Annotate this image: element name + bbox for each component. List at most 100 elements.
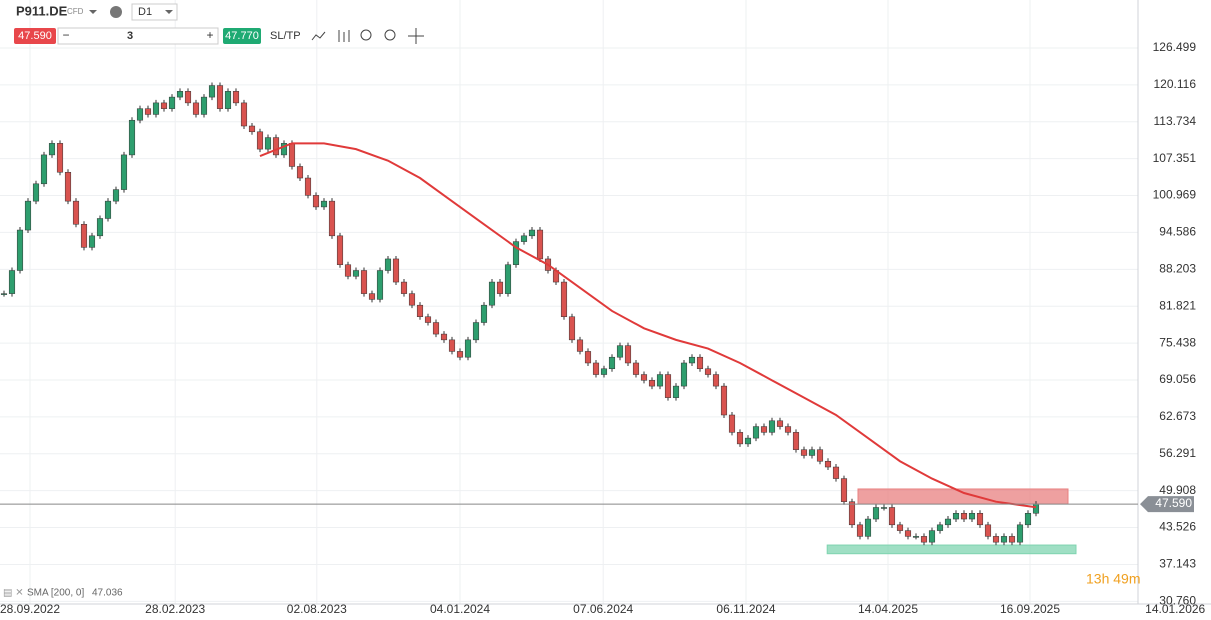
candle bbox=[408, 293, 416, 306]
candle-tool[interactable] bbox=[338, 30, 350, 42]
candle bbox=[696, 356, 704, 370]
line-tool[interactable] bbox=[311, 31, 326, 41]
candle bbox=[984, 524, 992, 537]
x-tick-label: 28.09.2022 bbox=[0, 602, 60, 616]
candle bbox=[480, 304, 488, 323]
candle bbox=[392, 258, 400, 283]
candle bbox=[864, 518, 872, 537]
bid[interactable]: 47.590 bbox=[18, 30, 52, 42]
x-tick-label: 28.02.2023 bbox=[145, 602, 205, 616]
candle bbox=[952, 513, 960, 520]
zoom-in[interactable] bbox=[384, 29, 396, 41]
minus[interactable]: − bbox=[62, 28, 69, 42]
candle bbox=[64, 171, 72, 202]
candle bbox=[768, 420, 776, 433]
candle bbox=[104, 200, 112, 219]
candle bbox=[72, 200, 80, 225]
y-tick-label: 81.821 bbox=[1159, 298, 1196, 312]
instrument: CFD bbox=[67, 7, 84, 16]
zoom-out[interactable] bbox=[360, 29, 372, 41]
candle bbox=[512, 241, 520, 265]
candle bbox=[808, 449, 816, 456]
plot bbox=[0, 82, 1077, 555]
sltp[interactable]: SL/TP bbox=[270, 30, 301, 42]
candle bbox=[280, 143, 288, 156]
candle bbox=[576, 339, 584, 352]
candle bbox=[384, 258, 392, 271]
candle bbox=[400, 281, 408, 294]
candle bbox=[152, 102, 160, 115]
dropdown[interactable] bbox=[165, 10, 173, 14]
plus[interactable]: + bbox=[206, 28, 213, 42]
candle bbox=[8, 270, 16, 294]
dropdown[interactable] bbox=[89, 10, 97, 14]
sma-legend: SMA [200, 0] bbox=[27, 588, 84, 599]
candle bbox=[560, 281, 568, 317]
candle bbox=[304, 177, 312, 196]
candle bbox=[520, 235, 528, 242]
candle bbox=[776, 420, 784, 427]
candle bbox=[432, 322, 440, 335]
candle bbox=[1016, 524, 1024, 543]
info-icon[interactable] bbox=[110, 6, 122, 18]
candle bbox=[352, 270, 360, 277]
candle bbox=[168, 96, 176, 109]
candle bbox=[672, 385, 680, 398]
candle bbox=[344, 264, 352, 277]
candle bbox=[976, 513, 984, 526]
indicator-icon[interactable]: ▤ ✕ bbox=[3, 588, 24, 599]
candle bbox=[272, 137, 280, 156]
candle bbox=[504, 264, 512, 294]
candle bbox=[960, 513, 968, 520]
candle bbox=[824, 460, 832, 468]
candle bbox=[48, 143, 56, 156]
candle bbox=[24, 200, 32, 231]
candle bbox=[360, 270, 368, 294]
candle bbox=[1032, 503, 1040, 514]
candle bbox=[536, 229, 544, 260]
countdown: 13h 49m bbox=[1086, 571, 1140, 587]
candle bbox=[312, 195, 320, 208]
sell-button[interactable] bbox=[14, 28, 56, 44]
crosshair[interactable] bbox=[408, 28, 424, 44]
candle bbox=[1024, 513, 1032, 526]
candle bbox=[456, 351, 464, 358]
candle bbox=[192, 102, 200, 115]
y-tick-label: 94.586 bbox=[1159, 225, 1196, 239]
candle bbox=[904, 530, 912, 537]
x-tick-label: 04.01.2024 bbox=[430, 602, 490, 616]
candle bbox=[856, 524, 864, 537]
candle bbox=[928, 530, 936, 543]
candle bbox=[264, 137, 272, 150]
candle bbox=[0, 293, 8, 295]
candle bbox=[80, 224, 88, 248]
buy-button[interactable] bbox=[223, 28, 261, 44]
candle bbox=[832, 466, 840, 479]
candle bbox=[288, 143, 296, 167]
candle bbox=[488, 281, 496, 306]
candle bbox=[936, 524, 944, 531]
quantity[interactable]: 3 bbox=[127, 30, 133, 42]
candle bbox=[592, 362, 600, 375]
candle bbox=[912, 536, 920, 538]
timeframe[interactable]: D1 bbox=[138, 6, 152, 18]
ask[interactable]: 47.770 bbox=[225, 30, 259, 42]
candle bbox=[176, 91, 184, 98]
x-tick-label: 16.09.2025 bbox=[1000, 602, 1060, 616]
timeframe-box[interactable] bbox=[131, 3, 178, 21]
candle bbox=[88, 235, 96, 248]
quantity-box[interactable] bbox=[57, 27, 219, 45]
sma-line bbox=[259, 142, 1037, 509]
candle bbox=[256, 131, 264, 150]
candle bbox=[464, 339, 472, 358]
candle bbox=[888, 507, 896, 526]
candle bbox=[496, 281, 504, 294]
candle bbox=[648, 380, 656, 387]
y-tick-label: 75.438 bbox=[1159, 335, 1196, 349]
y-tick-label: 100.969 bbox=[1153, 188, 1197, 202]
symbol[interactable]: P911.DE bbox=[16, 3, 68, 18]
candle bbox=[752, 426, 760, 439]
candle bbox=[96, 218, 104, 237]
candle bbox=[1000, 536, 1008, 543]
